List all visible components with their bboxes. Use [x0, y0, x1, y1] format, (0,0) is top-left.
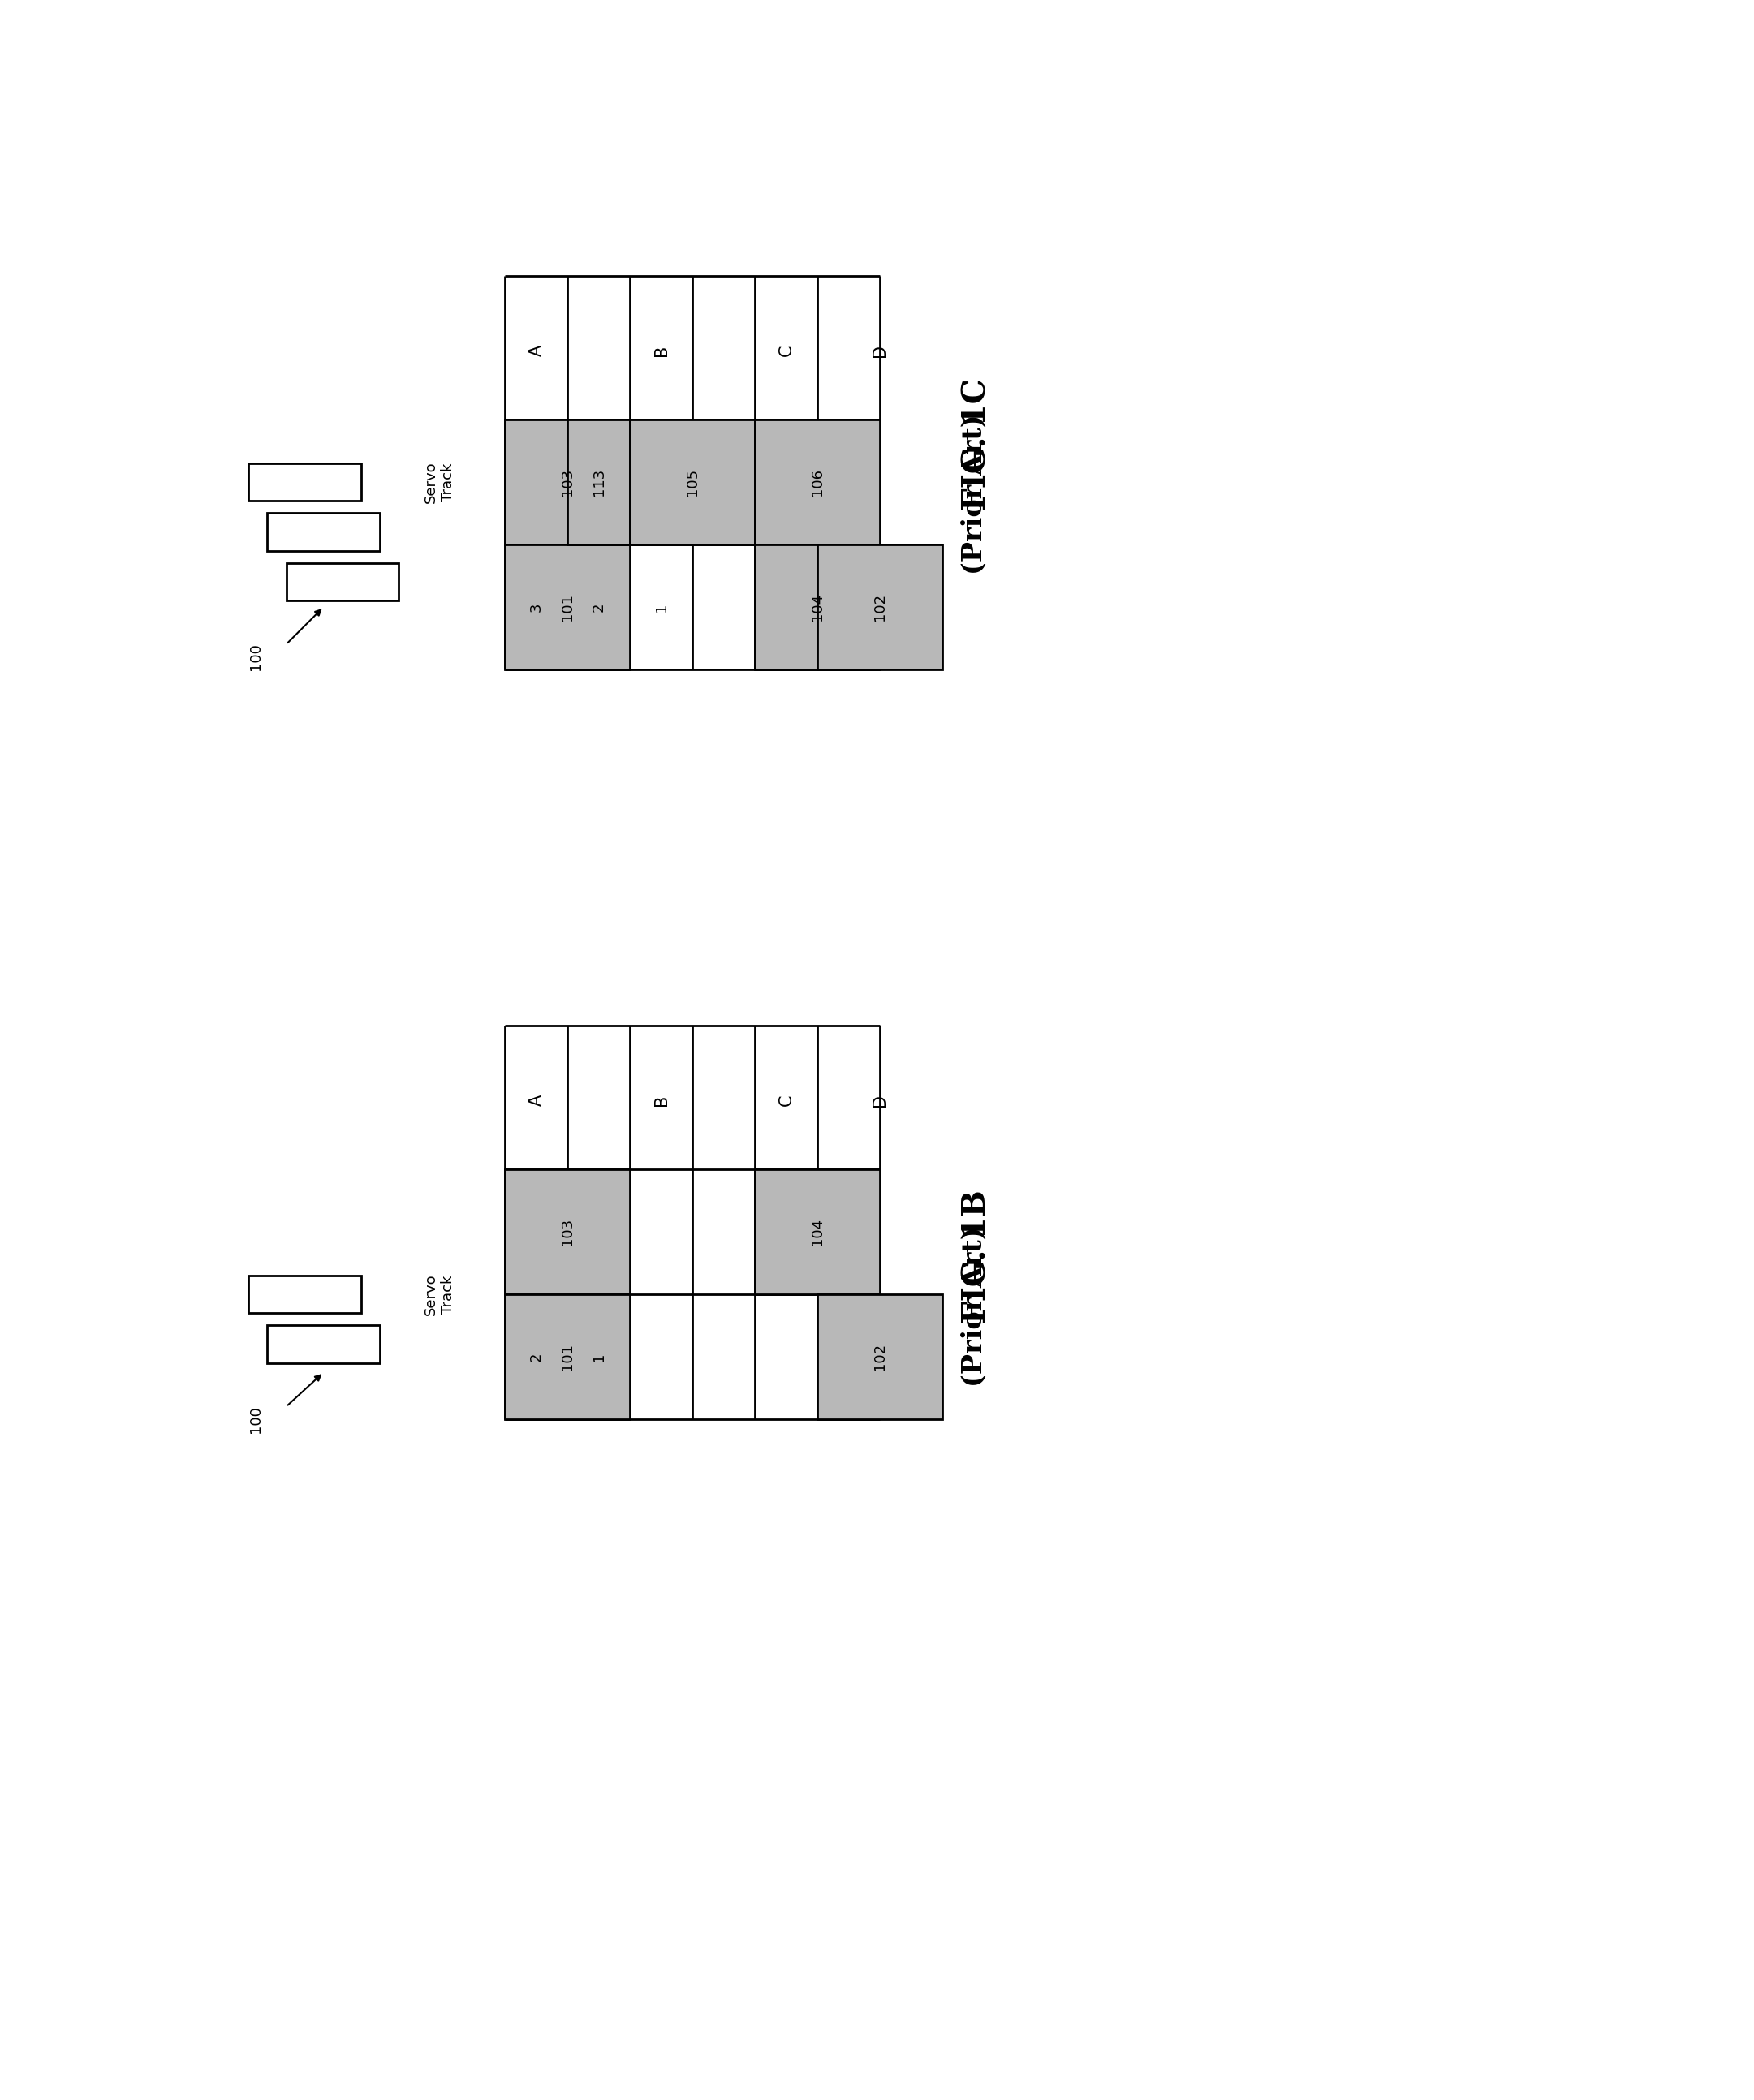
Text: FIG. 1C: FIG. 1C [961, 378, 993, 510]
Text: A: A [528, 1094, 544, 1107]
Text: 104: 104 [810, 592, 824, 622]
Text: 100: 100 [249, 1405, 263, 1432]
Text: 3: 3 [528, 603, 544, 611]
Text: (Prior Art): (Prior Art) [961, 414, 988, 575]
Text: B: B [652, 344, 670, 357]
Text: 2: 2 [528, 1352, 544, 1361]
Bar [505, 420, 630, 544]
Text: A: A [528, 344, 544, 357]
Text: 103: 103 [560, 468, 575, 496]
Bar [817, 1294, 942, 1420]
Text: 100: 100 [249, 643, 263, 670]
Text: FIG. 1B: FIG. 1B [961, 1191, 993, 1323]
Bar [567, 420, 630, 544]
Text: 113: 113 [591, 468, 605, 496]
Text: 104: 104 [810, 1218, 824, 1245]
Text: Servo
Track: Servo Track [423, 462, 454, 502]
Bar [249, 1275, 361, 1312]
Bar [754, 420, 881, 544]
Text: 102: 102 [872, 592, 888, 622]
Text: 102: 102 [872, 1342, 888, 1371]
Bar [505, 544, 630, 670]
Bar [505, 1170, 630, 1294]
Text: 2: 2 [591, 603, 605, 611]
Text: (Prior Art): (Prior Art) [961, 1226, 988, 1386]
Text: C: C [779, 344, 795, 357]
Text: 101: 101 [560, 592, 575, 622]
Text: 106: 106 [810, 468, 824, 496]
Bar [505, 1294, 630, 1420]
Text: 1: 1 [654, 603, 668, 611]
Bar [267, 1325, 381, 1363]
Bar [754, 544, 881, 670]
Bar [630, 420, 754, 544]
Text: B: B [652, 1094, 670, 1107]
Bar [817, 544, 942, 670]
Bar [286, 563, 398, 601]
Bar [754, 1170, 881, 1294]
Text: 105: 105 [686, 468, 700, 496]
Text: D: D [872, 344, 888, 357]
Text: D: D [872, 1094, 888, 1107]
Text: 103: 103 [560, 1218, 575, 1245]
Bar [249, 464, 361, 500]
Text: 101: 101 [560, 1342, 575, 1371]
Text: Servo
Track: Servo Track [423, 1273, 454, 1315]
Bar [267, 512, 381, 550]
Text: C: C [779, 1094, 795, 1107]
Text: 1: 1 [591, 1352, 605, 1361]
